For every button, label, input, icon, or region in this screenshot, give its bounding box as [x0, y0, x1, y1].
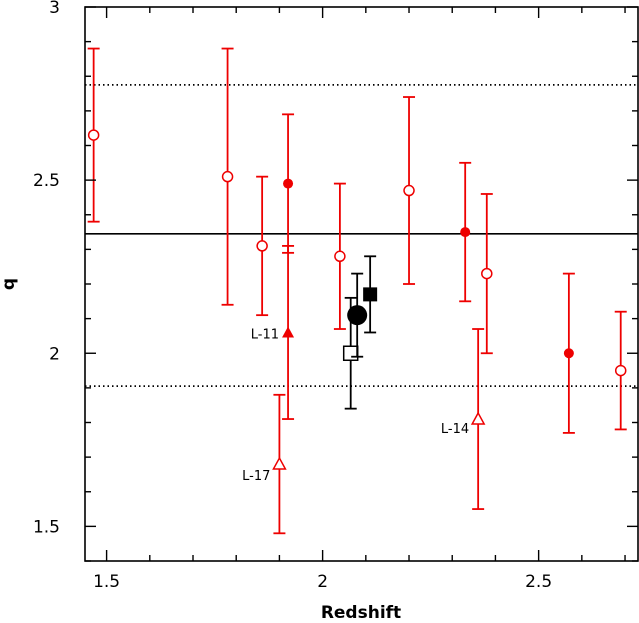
- data-point: [333, 182, 346, 330]
- marker-filled-circle: [283, 178, 294, 189]
- x-tick-label: 1.5: [93, 572, 120, 592]
- y-tick-label: 1.5: [33, 517, 60, 537]
- y-tick-label: 2.5: [33, 171, 60, 191]
- marker-open-circle: [256, 240, 268, 252]
- data-point: [562, 272, 575, 434]
- marker-filled-triangle: [282, 326, 295, 338]
- data-point: [459, 161, 472, 303]
- data-point: L-14: [441, 328, 486, 510]
- point-annotation: L-11: [251, 327, 279, 342]
- x-tick-label: 2: [317, 572, 328, 592]
- data-point: [403, 96, 416, 285]
- marker-open-triangle: [272, 456, 287, 470]
- axis-ticks: 1.5 2 2.5 1.5 2 2.5 3: [33, 0, 638, 592]
- data-point: [256, 175, 269, 317]
- marker-filled-circle: [563, 348, 574, 359]
- y-tick-label: 3: [49, 0, 60, 18]
- data-point: L-11: [251, 245, 295, 420]
- y-tick-label: 2: [49, 344, 60, 364]
- data-point: [614, 310, 627, 431]
- marker-open-square: [342, 345, 359, 361]
- marker-open-circle: [481, 267, 493, 280]
- marker-open-triangle: [470, 411, 486, 425]
- marker-open-circle: [221, 170, 234, 183]
- x-axis-label: Redshift: [321, 603, 401, 623]
- marker-open-circle: [334, 250, 346, 263]
- marker-open-circle: [87, 129, 100, 141]
- y-axis-label: q: [0, 278, 19, 290]
- data-points: L-11 L-17 L-14: [87, 47, 627, 535]
- data-point: [480, 193, 493, 355]
- marker-open-circle: [614, 364, 627, 377]
- data-point: [282, 113, 295, 254]
- marker-filled-square: [363, 287, 378, 302]
- marker-big-filled-circle: [347, 305, 368, 326]
- data-point: [347, 272, 368, 358]
- data-point: [87, 47, 100, 223]
- data-point: L-17: [242, 393, 287, 535]
- marker-filled-circle: [460, 227, 471, 238]
- data-point: [363, 255, 378, 334]
- point-annotation: L-17: [242, 469, 270, 484]
- marker-open-circle: [403, 184, 415, 197]
- reference-lines: [85, 84, 638, 388]
- point-annotation: L-14: [441, 422, 469, 437]
- data-point: [221, 47, 234, 306]
- x-tick-label: 2.5: [525, 572, 552, 592]
